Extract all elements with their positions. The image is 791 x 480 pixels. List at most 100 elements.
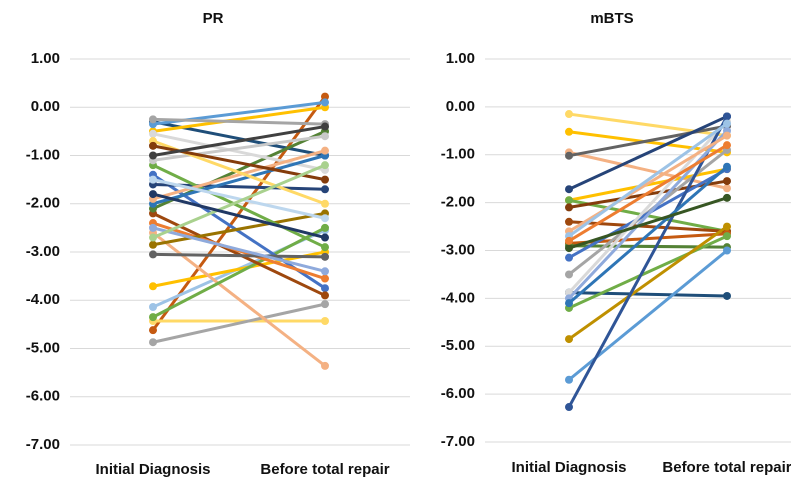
point [565, 151, 573, 160]
series-line [152, 117, 326, 126]
point [723, 112, 731, 121]
point [723, 141, 731, 150]
chart-title: mBTS [590, 10, 633, 27]
y-tick-label: -6.00 [26, 388, 60, 405]
point [321, 122, 329, 131]
series-line [568, 122, 728, 238]
series-line [152, 178, 326, 220]
point [565, 127, 573, 136]
point [723, 246, 731, 255]
point [565, 299, 573, 308]
point [149, 115, 157, 124]
point [723, 119, 731, 128]
point [149, 190, 157, 199]
point [149, 240, 157, 249]
point [321, 274, 329, 283]
series-line [152, 252, 326, 259]
series-line [568, 225, 728, 341]
y-tick-label: -7.00 [26, 436, 60, 453]
series-line [152, 154, 326, 206]
y-tick-label: -3.00 [441, 241, 475, 258]
y-tick-label: -1.00 [441, 146, 475, 163]
series-line [567, 129, 729, 300]
y-tick-label: -4.00 [441, 289, 475, 306]
x-tick-label: Initial Diagnosis [511, 459, 626, 476]
point [565, 270, 573, 279]
point [565, 253, 573, 262]
series-line [568, 124, 728, 158]
series-line [152, 163, 326, 239]
series-line [568, 115, 728, 191]
series-line [568, 143, 728, 243]
point [321, 98, 329, 107]
point [321, 175, 329, 184]
point [321, 199, 329, 208]
series-line [152, 226, 326, 319]
point [321, 92, 329, 101]
point [149, 233, 157, 242]
series-line [152, 149, 326, 201]
point [149, 175, 157, 184]
point [321, 223, 329, 232]
series-line [568, 165, 728, 305]
y-tick-label: -2.00 [441, 194, 475, 211]
point [321, 185, 329, 194]
y-tick-label: -7.00 [441, 433, 475, 450]
point [321, 214, 329, 223]
point [149, 250, 157, 259]
point [321, 361, 329, 370]
point [723, 232, 731, 241]
chart-title: PR [203, 10, 224, 27]
series-line [152, 105, 326, 133]
point [321, 316, 329, 325]
point [321, 146, 329, 155]
y-tick-label: 1.00 [446, 50, 475, 67]
point [149, 313, 157, 322]
point [149, 282, 157, 291]
point [723, 291, 731, 300]
y-tick-label: 1.00 [31, 50, 60, 67]
point [723, 222, 731, 231]
point [321, 243, 329, 252]
y-tick-label: -1.00 [26, 146, 60, 163]
y-tick-label: 0.00 [31, 98, 60, 115]
point [321, 233, 329, 242]
point [565, 217, 573, 226]
point [321, 252, 329, 261]
point [149, 141, 157, 150]
y-tick-label: -5.00 [441, 337, 475, 354]
point [565, 335, 573, 344]
point [321, 132, 329, 141]
point [565, 375, 573, 384]
series-line [152, 231, 326, 368]
series-line [568, 112, 728, 138]
y-tick-label: -5.00 [26, 339, 60, 356]
series-line [152, 302, 326, 344]
point [565, 244, 573, 253]
point [149, 303, 157, 312]
series-line [152, 134, 326, 162]
series-line [152, 163, 326, 249]
point [723, 184, 731, 193]
x-tick-label: Before total repair [260, 461, 389, 478]
point [565, 110, 573, 119]
point [723, 131, 731, 140]
point [565, 203, 573, 212]
series-line [151, 95, 327, 332]
y-tick-label: -4.00 [26, 291, 60, 308]
series-line [152, 125, 326, 157]
series-line [568, 134, 728, 233]
x-tick-label: Initial Diagnosis [95, 461, 210, 478]
point [149, 223, 157, 232]
point [321, 284, 329, 293]
y-tick-label: -2.00 [26, 195, 60, 212]
point [321, 267, 329, 276]
point [149, 129, 157, 138]
series-line [568, 196, 728, 250]
point [149, 326, 157, 335]
point [565, 236, 573, 245]
series-line [568, 291, 728, 298]
series-line [152, 192, 326, 239]
point [321, 161, 329, 170]
